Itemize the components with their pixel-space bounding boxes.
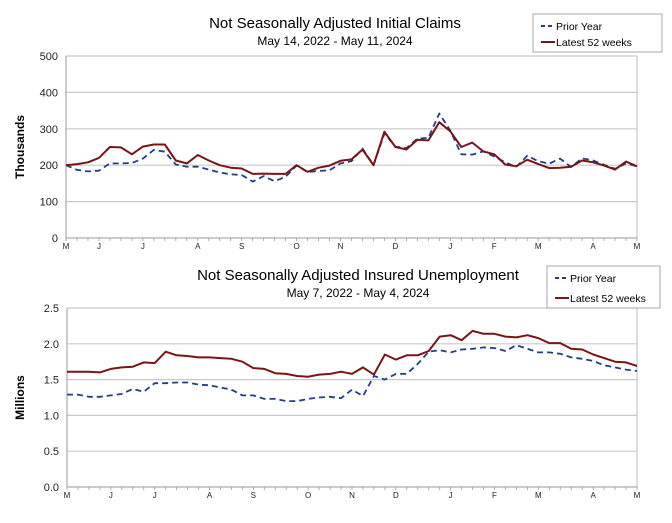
- legend-box: [532, 13, 663, 53]
- x-tick-label: S: [239, 242, 244, 251]
- y-tick-label: 2.5: [44, 303, 59, 315]
- y-tick-label: 1.5: [44, 375, 59, 387]
- x-tick-label: J: [448, 242, 452, 251]
- y-tick-label: 100: [40, 197, 58, 209]
- x-tick-label: J: [153, 491, 157, 500]
- chart-2: Not Seasonally Adjusted Insured Unemploy…: [13, 265, 661, 500]
- x-tick-label: O: [293, 242, 299, 251]
- y-tick-label: 2.0: [44, 339, 59, 351]
- x-tick-label: J: [141, 242, 145, 251]
- x-tick-label: N: [338, 242, 344, 251]
- series-line-prior-year: [65, 112, 638, 183]
- x-tick-label: F: [492, 491, 497, 500]
- legend-label: Prior Year: [556, 21, 603, 33]
- x-tick-label: A: [590, 491, 596, 500]
- x-tick-label: A: [195, 242, 201, 251]
- chart-subtitle: May 14, 2022 - May 11, 2024: [257, 34, 413, 48]
- x-tick-label: M: [535, 242, 542, 251]
- legend: Prior Year Latest 52 weeks: [532, 13, 663, 53]
- y-tick-label: 0.5: [44, 446, 59, 458]
- y-tick-label: 500: [40, 51, 58, 63]
- x-tick-label: M: [535, 491, 542, 500]
- y-tick-label: 1.0: [44, 410, 59, 422]
- chart-title: Not Seasonally Adjusted Initial Claims: [209, 15, 461, 32]
- y-tick-label: 300: [40, 124, 58, 136]
- y-tick-label: 0: [52, 233, 58, 245]
- x-tick-label: F: [492, 242, 497, 251]
- x-tick-label: M: [634, 491, 641, 500]
- x-tick-label: M: [63, 242, 70, 251]
- legend-label: Latest 52 weeks: [556, 37, 632, 49]
- x-tick-label: S: [251, 491, 256, 500]
- y-tick-label: 400: [40, 87, 58, 99]
- x-tick-label: J: [449, 491, 453, 500]
- y-tick-label: 0.0: [44, 482, 59, 494]
- legend-label: Latest 52 weeks: [570, 293, 646, 305]
- x-tick-label: D: [393, 491, 399, 500]
- series-line-prior-year: [67, 344, 638, 403]
- x-tick-label: A: [207, 491, 213, 500]
- chart-1: Not Seasonally Adjusted Initial Claims Ma…: [13, 13, 663, 251]
- y-axis-label: Millions: [13, 375, 27, 420]
- x-tick-label: J: [109, 491, 113, 500]
- legend-label: Prior Year: [570, 273, 617, 285]
- legend: Prior Year Latest 52 weeks: [546, 265, 661, 309]
- x-tick-label: N: [349, 491, 355, 500]
- series-line-latest-52-weeks: [65, 121, 638, 175]
- x-tick-label: D: [393, 242, 399, 251]
- x-tick-label: M: [634, 242, 641, 251]
- series-line-latest-52-weeks: [67, 329, 638, 378]
- x-tick-label: J: [97, 242, 101, 251]
- y-axis-label: Thousands: [13, 115, 27, 179]
- x-tick-label: M: [64, 491, 71, 500]
- legend-box: [546, 265, 661, 309]
- y-tick-label: 200: [40, 160, 58, 172]
- x-tick-label: A: [590, 242, 596, 251]
- x-tick-label: O: [305, 491, 311, 500]
- chart-title: Not Seasonally Adjusted Insured Unemploy…: [197, 267, 520, 284]
- chart-subtitle: May 7, 2022 - May 4, 2024: [287, 286, 430, 300]
